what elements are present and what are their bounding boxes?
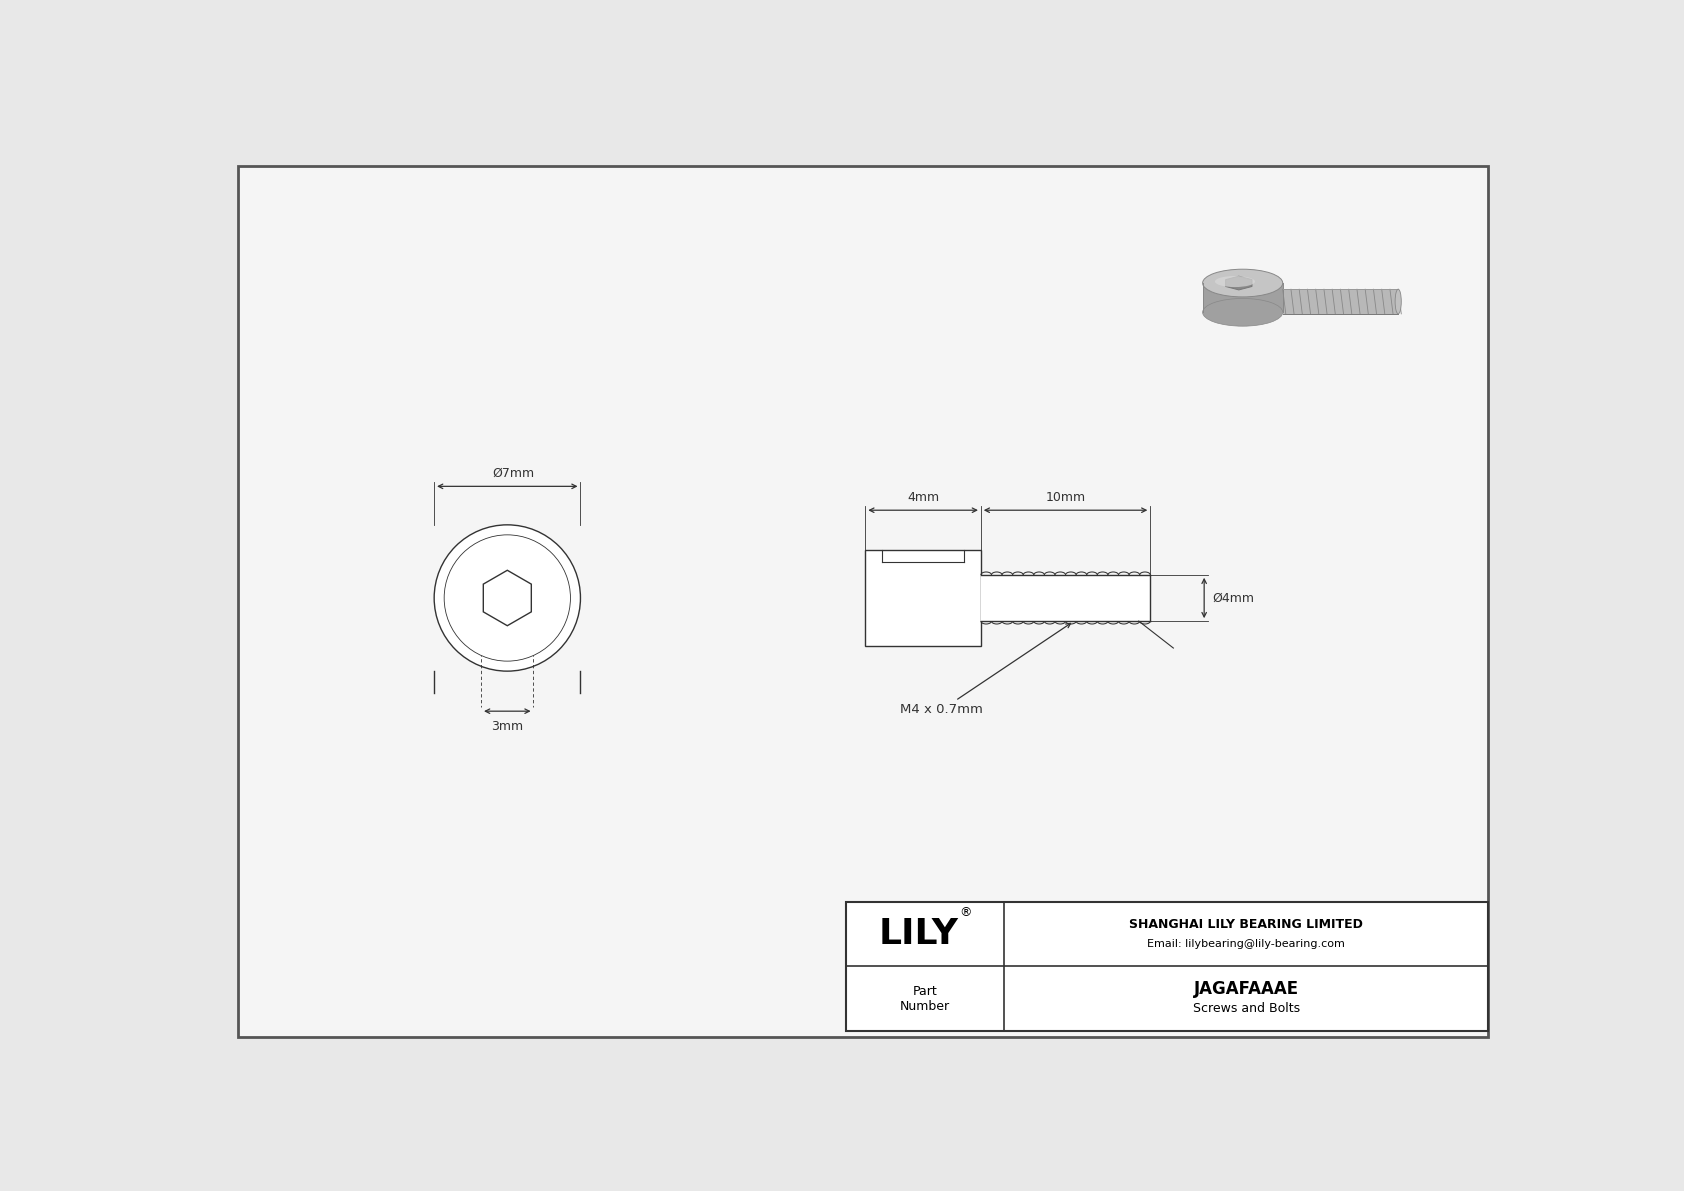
Text: 10mm: 10mm <box>1046 491 1086 504</box>
Text: SHANGHAI LILY BEARING LIMITED: SHANGHAI LILY BEARING LIMITED <box>1130 918 1362 931</box>
Ellipse shape <box>1214 276 1255 287</box>
Text: 3mm: 3mm <box>492 721 524 734</box>
Text: LILY: LILY <box>879 917 958 952</box>
Bar <box>845 902 1489 1030</box>
Bar <box>866 550 980 646</box>
Text: Email: lilybearing@lily-bearing.com: Email: lilybearing@lily-bearing.com <box>1147 940 1346 949</box>
Text: Part
Number: Part Number <box>899 985 950 1012</box>
Polygon shape <box>1226 276 1251 289</box>
Ellipse shape <box>1202 299 1283 326</box>
Text: 4mm: 4mm <box>908 491 940 504</box>
Ellipse shape <box>1202 269 1283 297</box>
Polygon shape <box>483 570 532 625</box>
Polygon shape <box>1202 283 1283 312</box>
Text: Screws and Bolts: Screws and Bolts <box>1192 1002 1300 1015</box>
Text: Ø4mm: Ø4mm <box>1212 592 1255 605</box>
Circle shape <box>434 525 581 672</box>
Text: Ø7mm: Ø7mm <box>492 467 534 480</box>
Circle shape <box>445 535 571 661</box>
Ellipse shape <box>1394 289 1401 314</box>
Text: JAGAFAAAE: JAGAFAAAE <box>1194 980 1298 998</box>
Bar <box>1283 289 1398 314</box>
Text: ®: ® <box>958 906 972 919</box>
FancyBboxPatch shape <box>237 166 1489 1037</box>
Bar <box>980 575 1150 621</box>
Text: M4 x 0.7mm: M4 x 0.7mm <box>899 623 1071 717</box>
